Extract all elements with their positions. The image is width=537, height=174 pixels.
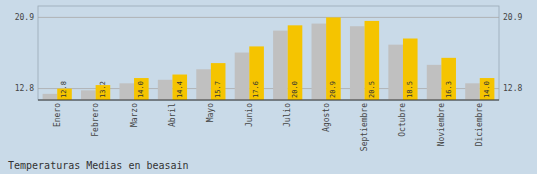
data-label: 20.0 (291, 81, 299, 98)
x-tick-label: Noviembre (437, 103, 446, 147)
bar (326, 17, 341, 100)
x-tick-label: Mayo (206, 103, 215, 122)
axis-line (38, 100, 499, 101)
data-label: 14.0 (137, 81, 145, 98)
bar (350, 26, 365, 100)
bar (235, 53, 250, 100)
bar (427, 65, 442, 100)
data-label: 16.3 (445, 81, 453, 98)
bar (365, 21, 380, 100)
x-tick-label: Abril (168, 103, 177, 127)
chart: 12.8 12.8 20.9 20.9 12.8 13.2 14.0 14.4 15.7 17.6… (0, 0, 537, 174)
y2-tick-label: 12.8 (503, 84, 522, 93)
bar (249, 46, 264, 100)
bars (43, 17, 495, 100)
bar (465, 83, 480, 100)
bar (403, 39, 418, 100)
bar (480, 78, 495, 100)
bar (211, 63, 226, 100)
y-tick-label: 20.9 (15, 13, 34, 22)
data-label: 20.5 (368, 81, 376, 98)
bar (134, 78, 149, 100)
bar (158, 80, 173, 100)
plot-frame (38, 6, 499, 100)
x-tick-label: Agosto (322, 103, 331, 132)
title: Temperaturas Medias en beasain (8, 160, 189, 171)
bar (288, 25, 303, 100)
data-label: 20.9 (329, 81, 337, 98)
bar (441, 58, 456, 100)
data-label: 13.2 (99, 81, 107, 98)
x-tick-label: Diciembre (475, 103, 484, 147)
grid-line (38, 17, 499, 18)
data-label: 15.7 (214, 81, 222, 98)
bar (196, 69, 211, 100)
x-tick-label: Enero (53, 103, 62, 127)
x-tick-label: Julio (283, 103, 292, 127)
x-tick-label: Octubre (398, 103, 407, 137)
data-label: 17.6 (252, 81, 260, 98)
x-tick-label: Septiembre (360, 103, 369, 151)
x-tick-label: Febrero (91, 103, 100, 137)
x-tick-label: Marzo (130, 103, 139, 127)
data-label: 14.4 (176, 81, 184, 98)
bar (119, 83, 134, 100)
data-label: 18.5 (406, 81, 414, 98)
bar (81, 90, 96, 100)
bar (388, 45, 403, 100)
bar (273, 31, 288, 100)
y2-tick-label: 20.9 (503, 13, 522, 22)
data-label: 14.0 (483, 81, 491, 98)
bar (312, 24, 327, 100)
bar (43, 94, 58, 100)
bar (172, 75, 187, 100)
x-tick-label: Junio (245, 103, 254, 127)
y-tick-label: 12.8 (15, 84, 34, 93)
data-label: 12.8 (60, 81, 68, 98)
